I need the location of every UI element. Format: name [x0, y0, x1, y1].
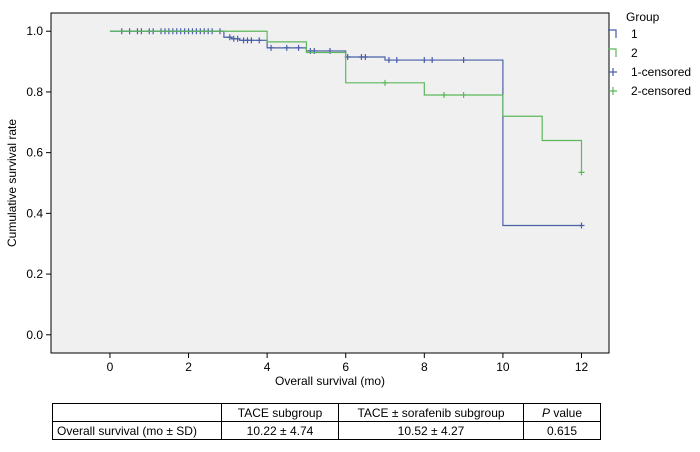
series-2-censor-mark [460, 91, 467, 98]
table-header-tace-sorafenib: TACE ± sorafenib subgroup [338, 403, 524, 422]
x-tick-label: 2 [185, 360, 192, 374]
series-2-line [109, 30, 583, 173]
series-1-censor-mark [234, 35, 241, 42]
cell-tace-sorafenib: 10.52 ± 4.27 [338, 421, 524, 440]
legend-label-1-censored: 1-censored [631, 65, 691, 79]
legend-swatch-1 [608, 29, 617, 38]
x-axis-label: Overall survival (mo) [275, 374, 385, 388]
cell-tace: 10.22 ± 4.74 [221, 421, 339, 440]
legend-label-2: 2 [631, 46, 638, 60]
series-1-censor-mark [283, 44, 290, 51]
series-1-censor-mark [268, 44, 275, 51]
legend-swatch-2 [608, 48, 617, 57]
table-header-tace: TACE subgroup [221, 403, 339, 422]
table-header-p-value: P value [523, 403, 601, 422]
y-tick-label: 0.0 [26, 328, 43, 342]
legend-label-2-censored: 2-censored [631, 84, 691, 98]
axes-layer: 0 2 4 6 8 10 12 0.0 0.2 0.4 0.6 0.8 1.0 [26, 24, 588, 374]
series-1-censor-mark [393, 57, 400, 64]
legend-label-1: 1 [631, 27, 638, 41]
table-row: Overall survival (mo ± SD) 10.22 ± 4.74 … [52, 421, 601, 440]
x-tick-label: 4 [264, 360, 271, 374]
legend: Group 1 2 1-censored 2-censored [608, 10, 691, 98]
curves-layer [109, 28, 585, 229]
p-header-suffix: value [549, 405, 583, 420]
y-tick-label: 0.2 [26, 267, 43, 281]
plot-area [50, 12, 610, 354]
table-header-row: TACE subgroup TACE ± sorafenib subgroup … [52, 403, 601, 422]
series-1-censor-mark [578, 222, 585, 229]
series-1-censor-mark [362, 54, 369, 61]
x-tick-label: 6 [342, 360, 349, 374]
legend-swatch-2-censored [609, 87, 617, 95]
series-1-censor-mark [421, 57, 428, 64]
series-1-censor-mark [256, 37, 263, 44]
series-1-censor-mark [385, 57, 392, 64]
x-tick-label: 12 [575, 360, 589, 374]
series-2-censor-mark [382, 79, 389, 86]
series-2-censor-mark [440, 91, 447, 98]
series-2-censor-mark [578, 169, 585, 176]
table-header-empty [52, 403, 222, 422]
series-1-censor-mark [460, 57, 467, 64]
x-tick-label: 8 [421, 360, 428, 374]
km-chart: 0 2 4 6 8 10 120.00.20.40.60.81.0 Overall surv… [5, 10, 691, 388]
y-axis-label: Cumulative survival rate [5, 119, 19, 247]
y-tick-label: 0.4 [26, 206, 43, 220]
y-tick-label: 1.0 [26, 24, 43, 38]
legend-swatch-1-censored [609, 68, 617, 76]
series-1-censor-mark [295, 44, 302, 51]
cell-p-value: 0.615 [523, 421, 601, 440]
series-1-censor-mark [248, 37, 255, 44]
x-tick-label: 10 [496, 360, 510, 374]
summary-table: TACE subgroup TACE ± sorafenib subgroup … [52, 403, 601, 440]
series-1-censor-mark [226, 34, 233, 41]
p-symbol: P [541, 405, 550, 420]
y-tick-label: 0.6 [26, 146, 43, 160]
series-1-censor-mark [429, 57, 436, 64]
legend-title: Group [626, 10, 660, 24]
x-tick-label: 0 [107, 360, 114, 374]
row-label: Overall survival (mo ± SD) [52, 421, 222, 440]
y-tick-label: 0.8 [26, 85, 43, 99]
